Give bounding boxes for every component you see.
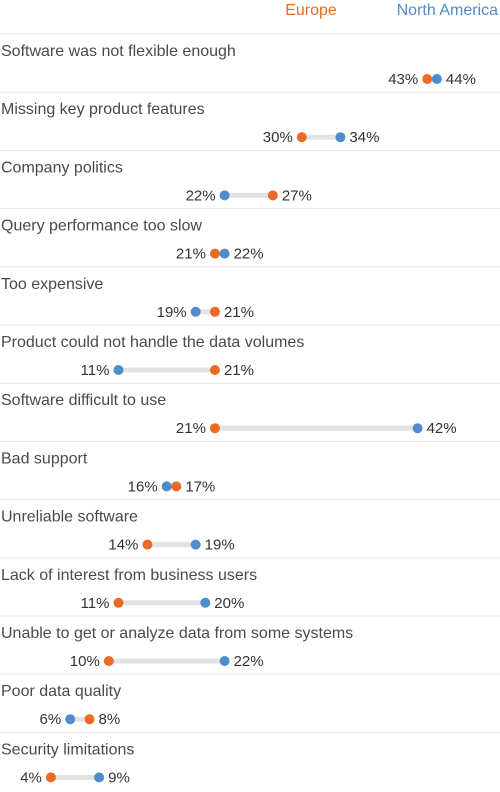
europe-point [267,190,278,201]
category-label: Bad support [1,450,88,467]
north-america-point [219,248,230,259]
north-america-point [219,190,230,201]
chart-row: Product could not handle the data volume… [0,324,500,379]
north-america-point [161,481,172,492]
value-label-low: 14% [108,537,138,554]
north-america-point [190,306,201,317]
category-label: Missing key product features [1,101,205,118]
europe-point [422,74,433,84]
value-label-high: 27% [282,187,312,204]
value-label-low: 30% [263,129,293,146]
value-label-low: 4% [20,769,42,786]
value-label-high: 42% [427,420,457,437]
value-label-low: 43% [388,71,418,88]
north-america-point [65,714,76,725]
value-label-high: 44% [446,71,476,88]
chart-row: Unreliable software 14% 19% [0,499,500,554]
category-label: Unreliable software [1,509,138,526]
value-label-low: 11% [81,362,110,379]
europe-point [209,423,220,434]
europe-point [209,365,220,375]
chart-row: Company politics 22% 27% [0,149,500,204]
legend: Europe North America [285,2,498,19]
value-label-high: 22% [234,246,264,263]
category-label: Query performance too slow [1,218,202,235]
value-label-low: 19% [157,304,187,321]
value-label-low: 6% [40,711,62,728]
category-label: Poor data quality [1,683,121,700]
chart-row: Query performance too slow 21% 22% [0,208,500,263]
chart-row: Unable to get or analyze data from some … [0,615,500,670]
chart-rows: Software was not flexible enough 43% 44% Mi… [0,33,500,786]
value-label-low: 16% [128,478,158,495]
value-label-high: 21% [224,362,254,379]
north-america-point [94,772,105,783]
value-label-low: 22% [186,187,216,204]
value-label-low: 11% [81,595,110,612]
value-label-high: 8% [99,711,121,728]
category-label: Unable to get or analyze data from some … [1,625,353,642]
category-label: Company politics [1,159,123,176]
north-america-point [190,539,201,550]
chart-row: Bad support 16% 17% [0,440,500,495]
europe-point [142,539,153,550]
europe-point [209,248,220,259]
category-label: Product could not handle the data volume… [1,334,304,351]
category-label: Lack of interest from business users [1,567,257,584]
category-label: Security limitations [1,741,134,758]
chart-row: Lack of interest from business users 11% 2… [0,557,500,612]
north-america-point [200,597,211,608]
value-label-high: 20% [214,595,244,612]
legend-north-america: North America [397,2,498,19]
europe-point [84,714,95,725]
north-america-point [412,423,423,434]
value-label-low: 10% [70,653,100,670]
chart-row: Software was not flexible enough 43% 44% [0,33,500,88]
europe-point [113,597,124,608]
category-label: Software difficult to use [1,392,166,409]
north-america-point [431,74,442,84]
north-america-point [219,656,230,666]
category-label: Too expensive [1,276,103,293]
north-america-point [113,365,124,375]
value-label-high: 34% [349,129,379,146]
value-label-high: 9% [108,769,130,786]
legend-europe: Europe [285,2,337,19]
chart-row: Software difficult to use 21% 42% [0,382,500,437]
value-label-low: 21% [176,246,206,263]
value-label-high: 22% [234,653,264,670]
value-label-high: 17% [185,478,215,495]
category-label: Software was not flexible enough [1,43,236,60]
europe-point [171,481,182,492]
value-label-high: 19% [205,537,235,554]
chart-row: Poor data quality 6% 8% [0,673,500,728]
chart-row: Missing key product features 30% 34% [0,91,500,146]
europe-point [103,656,114,666]
value-label-high: 21% [224,304,254,321]
europe-point [45,772,56,783]
europe-point [296,132,307,143]
chart-row: Security limitations 4% 9% [0,731,500,786]
chart-row: Too expensive 19% 21% [0,266,500,321]
north-america-point [335,132,346,143]
value-label-low: 21% [176,420,206,437]
europe-point [209,306,220,317]
